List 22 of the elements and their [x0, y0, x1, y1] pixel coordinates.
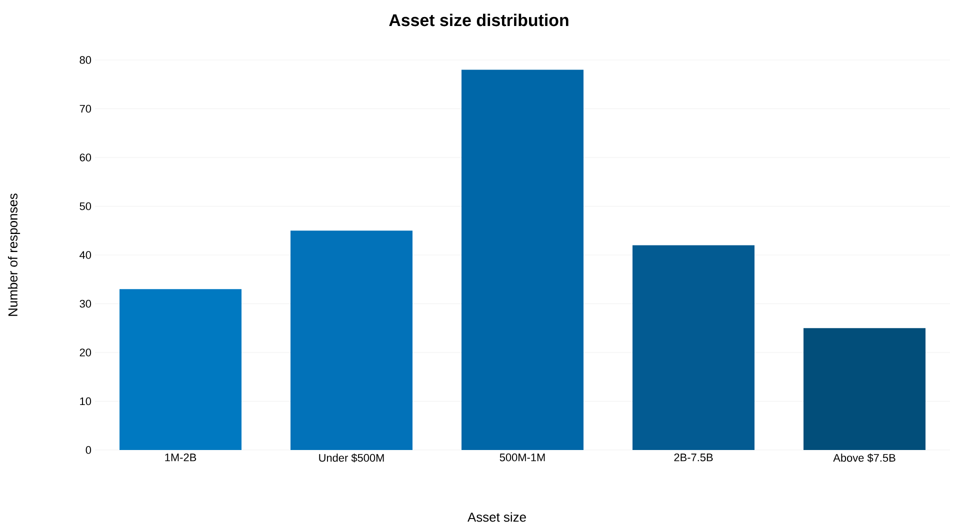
- y-tick-label: 10: [80, 397, 92, 406]
- x-tick-label: 2B-7.5B: [674, 454, 713, 462]
- bar: [804, 328, 926, 450]
- y-axis-title: Number of responses: [8, 194, 20, 316]
- y-tick-label: 70: [80, 104, 92, 113]
- chart-title: Asset size distribution: [389, 14, 568, 26]
- bar: [632, 245, 755, 450]
- y-tick-label: 60: [80, 154, 92, 162]
- bar: [290, 230, 413, 450]
- x-tick-label: Under $500M: [319, 454, 384, 462]
- y-tick-label: 0: [86, 446, 92, 454]
- y-tick-label: 40: [80, 251, 92, 259]
- bar: [120, 289, 242, 450]
- y-tick-label: 50: [80, 202, 92, 210]
- y-tick-label: 20: [80, 348, 92, 356]
- x-tick-label: 500M-1M: [500, 454, 545, 462]
- x-tick-label: Above $7.5B: [833, 454, 896, 462]
- bar: [462, 70, 584, 450]
- y-tick-label: 30: [80, 300, 92, 308]
- x-axis-title: Asset size: [468, 512, 526, 522]
- x-tick-label: 1M-2B: [165, 454, 196, 462]
- y-tick-label: 80: [80, 56, 92, 64]
